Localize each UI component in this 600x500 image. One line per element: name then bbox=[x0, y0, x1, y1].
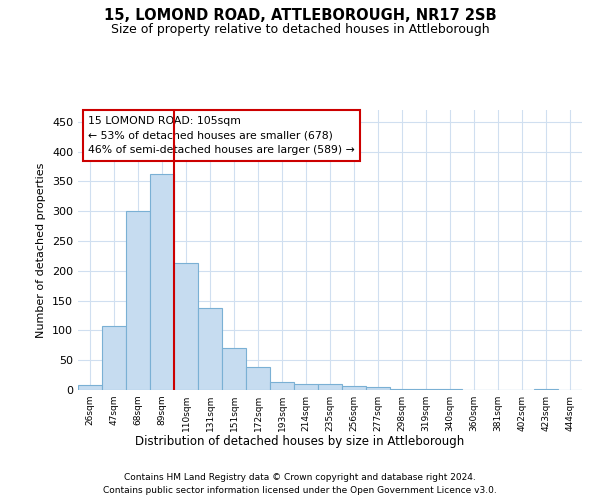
Bar bbox=[270, 382, 294, 390]
Bar bbox=[342, 386, 366, 390]
Text: Distribution of detached houses by size in Attleborough: Distribution of detached houses by size … bbox=[136, 435, 464, 448]
Bar bbox=[390, 389, 414, 390]
Text: 15, LOMOND ROAD, ATTLEBOROUGH, NR17 2SB: 15, LOMOND ROAD, ATTLEBOROUGH, NR17 2SB bbox=[104, 8, 496, 22]
Bar bbox=[366, 387, 390, 390]
Bar bbox=[222, 348, 246, 390]
Bar bbox=[198, 308, 222, 390]
Bar bbox=[150, 174, 174, 390]
Text: Contains public sector information licensed under the Open Government Licence v3: Contains public sector information licen… bbox=[103, 486, 497, 495]
Bar bbox=[174, 262, 198, 390]
Y-axis label: Number of detached properties: Number of detached properties bbox=[37, 162, 46, 338]
Bar bbox=[294, 384, 318, 390]
Bar bbox=[318, 384, 342, 390]
Text: 15 LOMOND ROAD: 105sqm
← 53% of detached houses are smaller (678)
46% of semi-de: 15 LOMOND ROAD: 105sqm ← 53% of detached… bbox=[88, 116, 355, 155]
Bar bbox=[126, 210, 150, 390]
Bar bbox=[78, 385, 102, 390]
Text: Size of property relative to detached houses in Attleborough: Size of property relative to detached ho… bbox=[110, 22, 490, 36]
Text: Contains HM Land Registry data © Crown copyright and database right 2024.: Contains HM Land Registry data © Crown c… bbox=[124, 472, 476, 482]
Bar bbox=[102, 326, 126, 390]
Bar bbox=[414, 389, 438, 390]
Bar bbox=[534, 389, 558, 390]
Bar bbox=[246, 367, 270, 390]
